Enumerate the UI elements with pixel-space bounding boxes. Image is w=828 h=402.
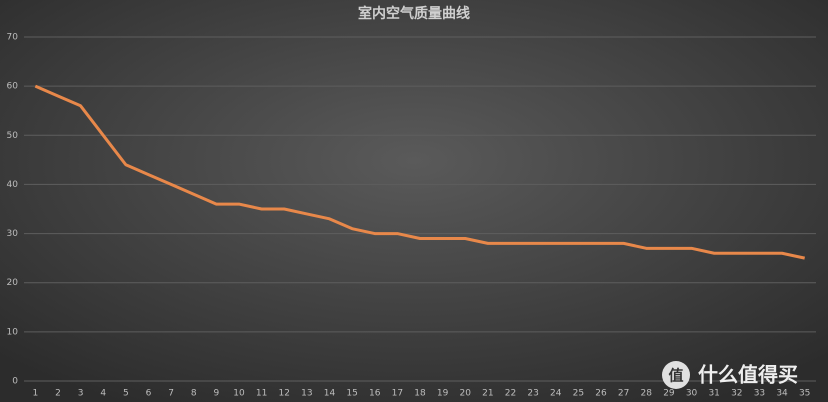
x-tick-label: 14 xyxy=(324,389,336,399)
y-tick-label: 60 xyxy=(7,82,19,92)
x-tick-label: 23 xyxy=(527,389,538,399)
x-tick-label: 17 xyxy=(392,389,403,399)
x-tick-label: 28 xyxy=(641,389,653,399)
x-tick-label: 35 xyxy=(799,389,810,399)
x-tick-label: 24 xyxy=(550,389,562,399)
watermark-icon-bg xyxy=(662,361,690,389)
chart-title: 室内空气质量曲线 xyxy=(358,5,470,22)
y-tick-label: 0 xyxy=(12,377,18,387)
x-tick-label: 21 xyxy=(482,389,493,399)
x-tick-label: 3 xyxy=(78,389,84,399)
y-tick-label: 50 xyxy=(7,131,19,141)
x-tick-label: 15 xyxy=(346,389,357,399)
x-tick-label: 32 xyxy=(731,389,742,399)
x-tick-label: 11 xyxy=(256,389,267,399)
x-tick-label: 29 xyxy=(663,389,675,399)
y-tick-label: 10 xyxy=(7,327,19,337)
data-line xyxy=(34,84,806,260)
x-tick-label: 27 xyxy=(618,389,629,399)
x-tick-label: 18 xyxy=(414,389,426,399)
watermark-text: 什么值得买 xyxy=(698,363,798,387)
x-tick-label: 16 xyxy=(369,389,381,399)
y-tick-label: 20 xyxy=(7,278,19,288)
y-tick-label: 40 xyxy=(7,180,19,190)
x-tick-label: 2 xyxy=(55,389,61,399)
x-tick-label: 4 xyxy=(100,389,106,399)
x-tick-label: 31 xyxy=(708,389,719,399)
x-tick-label: 22 xyxy=(505,389,516,399)
x-tick-label: 13 xyxy=(301,389,312,399)
x-tick-label: 30 xyxy=(686,389,698,399)
x-tick-label: 8 xyxy=(191,389,197,399)
x-tick-label: 9 xyxy=(213,389,219,399)
y-tick-label: 70 xyxy=(7,33,19,43)
x-tick-label: 1 xyxy=(32,389,38,399)
x-tick-label: 33 xyxy=(754,389,765,399)
x-tick-label: 26 xyxy=(595,389,607,399)
x-tick-label: 25 xyxy=(573,389,584,399)
x-tick-label: 19 xyxy=(437,389,449,399)
x-tick-label: 7 xyxy=(168,389,174,399)
watermark: 值 什么值得买 xyxy=(662,361,798,389)
y-tick-label: 30 xyxy=(7,229,19,239)
x-tick-label: 34 xyxy=(776,389,788,399)
x-tick-label: 5 xyxy=(123,389,129,399)
x-tick-label: 6 xyxy=(146,389,152,399)
x-tick-label: 12 xyxy=(279,389,290,399)
x-tick-label: 10 xyxy=(233,389,245,399)
watermark-icon: 值 xyxy=(668,367,683,385)
x-tick-label: 20 xyxy=(460,389,472,399)
